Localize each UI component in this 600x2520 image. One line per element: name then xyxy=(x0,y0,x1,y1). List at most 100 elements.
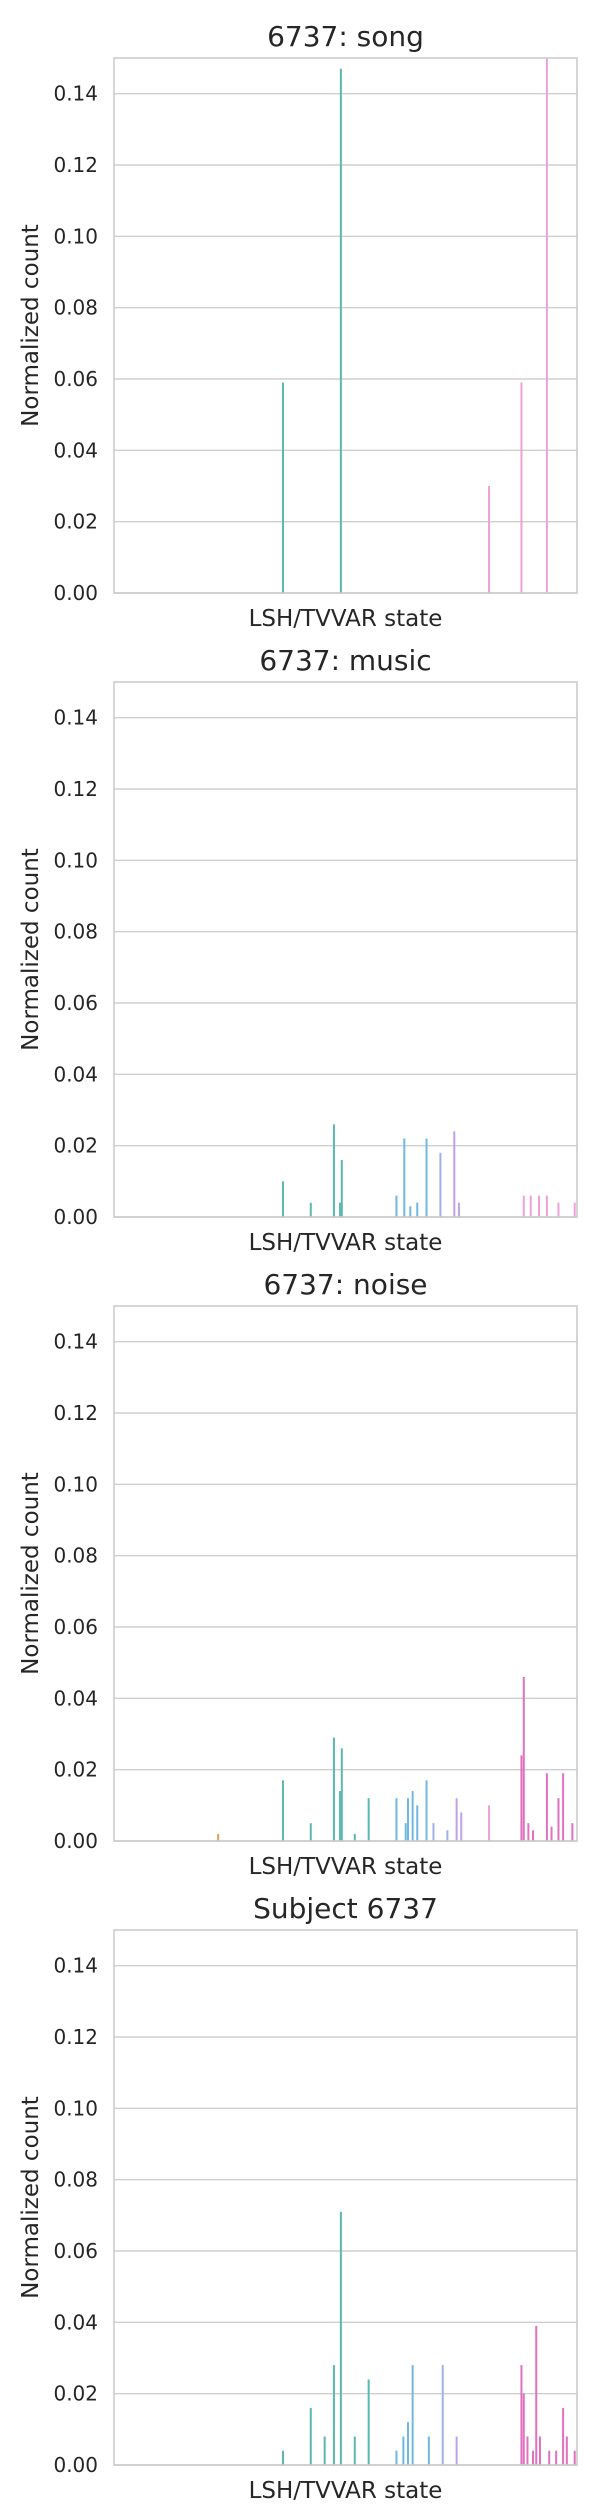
y-tick-label: 0.12 xyxy=(53,777,98,801)
bar xyxy=(338,1791,341,1841)
plot-area xyxy=(114,682,577,1217)
x-axis-label: LSH/TVVAR state xyxy=(249,1854,443,1880)
y-tick-label: 0.08 xyxy=(53,1544,98,1568)
y-tick-label: 0.04 xyxy=(53,2310,98,2334)
bar xyxy=(309,1202,312,1217)
y-tick-label: 0.08 xyxy=(53,2168,98,2192)
y-tick-label: 0.02 xyxy=(53,510,98,534)
y-axis-label: Normalized count xyxy=(18,848,44,1051)
chart-title: 6737: noise xyxy=(263,1268,427,1301)
bar xyxy=(573,1202,576,1217)
bar xyxy=(460,1812,463,1841)
y-tick-label: 0.00 xyxy=(53,1205,98,1229)
y-tick-label: 0.14 xyxy=(53,706,98,730)
bar xyxy=(557,1798,560,1841)
y-tick-label: 0.06 xyxy=(53,367,98,391)
chart-title: 6737: song xyxy=(267,20,424,53)
x-axis-label: LSH/TVVAR state xyxy=(249,2478,443,2504)
bar xyxy=(550,1826,553,1841)
bar xyxy=(453,1131,456,1217)
bar xyxy=(545,1195,548,1217)
y-tick-label: 0.10 xyxy=(53,224,98,248)
bar xyxy=(520,2365,523,2465)
chart-panel-2: 0.00 0.02 0.04 0.06 0.08 0.10 0.12 0.14 6737: mu… xyxy=(18,644,578,1256)
bar xyxy=(367,2379,370,2465)
bar xyxy=(403,1138,406,1217)
bar xyxy=(353,1833,356,1841)
bar xyxy=(446,1830,449,1841)
bar xyxy=(395,1798,398,1841)
plot-area xyxy=(114,1306,577,1841)
bar xyxy=(439,1152,442,1217)
bar xyxy=(573,2450,576,2465)
bar xyxy=(455,1798,458,1841)
y-tick-label: 0.14 xyxy=(53,1954,98,1978)
y-tick-label: 0.06 xyxy=(53,991,98,1015)
axes-frame xyxy=(113,681,578,1218)
chart-panel-4: 0.00 0.02 0.04 0.06 0.08 0.10 0.12 0.14 Subject … xyxy=(18,1892,578,2504)
plot-area xyxy=(114,1930,577,2465)
x-axis-label: LSH/TVVAR state xyxy=(249,606,443,632)
bar xyxy=(522,1195,525,1217)
bar xyxy=(281,382,284,593)
bar xyxy=(281,1780,284,1841)
x-axis-label: LSH/TVVAR state xyxy=(249,1230,443,1256)
y-tick-label: 0.14 xyxy=(53,1330,98,1354)
plot-area xyxy=(114,58,577,593)
bar xyxy=(281,1181,284,1217)
y-tick-label: 0.10 xyxy=(53,1472,98,1496)
bar xyxy=(416,1805,419,1841)
y-tick-label: 0.04 xyxy=(53,1686,98,1710)
bar xyxy=(562,1773,565,1841)
bar xyxy=(522,2393,525,2465)
bar xyxy=(217,1833,220,1841)
y-tick-label: 0.02 xyxy=(53,2382,98,2406)
y-tick-label: 0.04 xyxy=(53,1062,98,1086)
bar xyxy=(522,1676,525,1841)
y-tick-label: 0.08 xyxy=(53,296,98,320)
y-tick-label: 0.06 xyxy=(53,1615,98,1639)
chart-title: Subject 6737 xyxy=(253,1892,438,1925)
bar xyxy=(395,1195,398,1217)
y-tick-label: 0.02 xyxy=(53,1134,98,1158)
bar xyxy=(520,1755,523,1841)
bar xyxy=(353,2436,356,2465)
axes-frame xyxy=(113,1305,578,1842)
bar xyxy=(411,1791,414,1841)
y-tick-label: 0.12 xyxy=(53,153,98,177)
bar xyxy=(488,1805,491,1841)
bar xyxy=(526,2436,529,2465)
bar xyxy=(367,1798,370,1841)
bar xyxy=(532,2450,535,2465)
bar xyxy=(323,2436,326,2465)
bar xyxy=(562,2407,565,2465)
bar xyxy=(339,68,342,593)
bar xyxy=(338,1202,341,1217)
bar xyxy=(457,1202,460,1217)
bar xyxy=(339,2211,342,2465)
bar xyxy=(340,1159,343,1217)
bar xyxy=(395,2450,398,2465)
bar xyxy=(538,2436,541,2465)
bar xyxy=(411,2365,414,2465)
y-tick-label: 0.02 xyxy=(53,1758,98,1782)
y-tick-label: 0.00 xyxy=(53,1829,98,1853)
chart-panel-3: 0.00 0.02 0.04 0.06 0.08 0.10 0.12 0.14 6737: no… xyxy=(18,1268,578,1880)
bar xyxy=(527,1823,530,1841)
axes-frame xyxy=(113,57,578,594)
bar xyxy=(535,2325,538,2465)
y-axis-label: Normalized count xyxy=(18,1472,44,1675)
bar xyxy=(281,2450,284,2465)
y-tick-label: 0.00 xyxy=(53,2453,98,2477)
axes-frame xyxy=(113,1929,578,2466)
bar xyxy=(407,1798,410,1841)
bar xyxy=(332,1124,335,1217)
bar xyxy=(557,1202,560,1217)
y-axis-label: Normalized count xyxy=(18,224,44,427)
bar xyxy=(548,2450,551,2465)
bar xyxy=(425,1138,428,1217)
bar xyxy=(441,2365,444,2465)
bar xyxy=(545,58,548,593)
bar xyxy=(332,1737,335,1841)
